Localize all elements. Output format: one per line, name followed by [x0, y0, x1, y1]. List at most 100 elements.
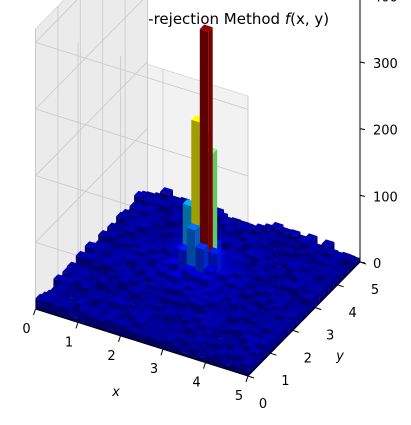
bar-top-face — [132, 238, 146, 246]
bar-top-face — [171, 340, 185, 348]
bar-top-face — [190, 289, 204, 298]
bar-top-face — [302, 292, 316, 300]
y-tick-mark — [315, 307, 322, 311]
bar-top-face — [325, 259, 339, 267]
bar-side-face — [261, 350, 266, 363]
bar-top-face — [160, 187, 173, 195]
bar-top-face — [206, 321, 220, 330]
bar-top-face — [61, 276, 75, 284]
bar-top-face — [138, 293, 152, 301]
bar-top-face — [78, 281, 92, 289]
bar — [199, 24, 213, 292]
bar-top-face — [219, 218, 232, 226]
bar-front-face — [112, 322, 121, 336]
y-axis-label: y — [335, 349, 344, 364]
bar-top-face — [257, 338, 271, 346]
bar-top-face — [133, 316, 147, 325]
x-tick-label: 2 — [107, 349, 115, 364]
z-tick-label: 0 — [373, 257, 381, 272]
bar-top-face — [286, 262, 300, 270]
bar-top-face — [146, 331, 159, 339]
bar-top-face — [167, 215, 181, 223]
bar-top-face — [255, 270, 269, 278]
bar-top-face — [136, 246, 150, 254]
bar-top-face — [44, 296, 57, 304]
chart-title-func: f — [285, 10, 293, 28]
bar-side-face — [328, 280, 334, 294]
bar-top-face — [342, 253, 356, 261]
bar-top-face — [172, 210, 186, 218]
bar-top-face — [235, 349, 249, 357]
bar-top-face — [104, 284, 118, 292]
bar-top-face — [182, 264, 196, 272]
bar-top-face — [239, 358, 253, 366]
bar-top-face — [106, 230, 120, 238]
bar-side-face — [306, 306, 311, 317]
axis-lines — [35, 0, 361, 377]
bar-top-face — [225, 277, 239, 285]
bar-side-face — [355, 258, 360, 267]
y-tick-mark — [247, 375, 255, 379]
bar-top-face — [270, 327, 284, 335]
bar-top-face — [227, 339, 241, 347]
bar-top-face — [311, 286, 325, 294]
bar-front-face — [180, 351, 189, 358]
bar-top-face — [96, 275, 110, 283]
bar-top-face — [172, 199, 186, 207]
bar-top-face — [195, 242, 209, 250]
y-tick-label: 1 — [281, 374, 289, 389]
bar-top-face — [176, 333, 189, 341]
bar-top-face — [244, 238, 258, 246]
bar-front-face — [69, 315, 78, 323]
bar-top-face — [234, 255, 248, 264]
bar-top-face — [202, 314, 216, 322]
bar-top-face — [53, 287, 66, 295]
bar-top-face — [35, 293, 49, 301]
bar-top-face — [129, 311, 143, 319]
tick-labels: 0123450123450100200300400 — [22, 0, 397, 412]
bar-top-face — [188, 343, 202, 351]
x-tick-label: 4 — [192, 376, 200, 391]
bar-top-face — [262, 322, 276, 331]
bar-top-face — [208, 247, 222, 255]
bar-front-face — [129, 330, 138, 342]
bar-top-face — [266, 230, 279, 238]
bar-top-face — [173, 283, 187, 291]
bar-top-face — [201, 345, 215, 353]
bar-top-face — [164, 302, 178, 310]
bar-top-face — [151, 300, 165, 308]
bar-top-face — [124, 225, 138, 233]
bar-top-face — [257, 239, 271, 247]
x-tick-mark — [203, 362, 206, 369]
bar-top-face — [299, 255, 313, 263]
bar-top-face — [190, 270, 204, 278]
bar-top-face — [316, 256, 330, 264]
bar-top-face — [207, 296, 221, 304]
bar-top-face — [233, 281, 247, 289]
bar-top-face — [329, 254, 343, 262]
bar-top-face — [79, 269, 93, 277]
bar-top-face — [198, 293, 212, 301]
bar-top-face — [169, 270, 183, 278]
bar-top-face — [159, 199, 173, 207]
bar-top-face — [215, 211, 228, 219]
z-tick-mark — [359, 194, 366, 197]
bar-top-face — [316, 270, 330, 278]
bar-top-face — [252, 252, 266, 260]
bar-top-face — [155, 323, 168, 331]
bar-top-face — [249, 316, 263, 324]
bar-top-face — [228, 297, 242, 306]
bar-top-face — [299, 262, 313, 270]
bar-front-face — [120, 324, 129, 339]
bar-top-face — [282, 246, 296, 254]
x-tick-mark — [118, 335, 121, 342]
bar-top-face — [184, 322, 198, 331]
bar-top-face — [147, 280, 161, 288]
bar-top-face — [320, 278, 334, 286]
bar-top-face — [290, 270, 304, 278]
bar-top-face — [186, 281, 200, 289]
bar-front-face — [214, 352, 223, 368]
bar-top-face — [321, 239, 335, 247]
bar-top-face — [245, 305, 259, 313]
bar-top-face — [129, 326, 142, 334]
